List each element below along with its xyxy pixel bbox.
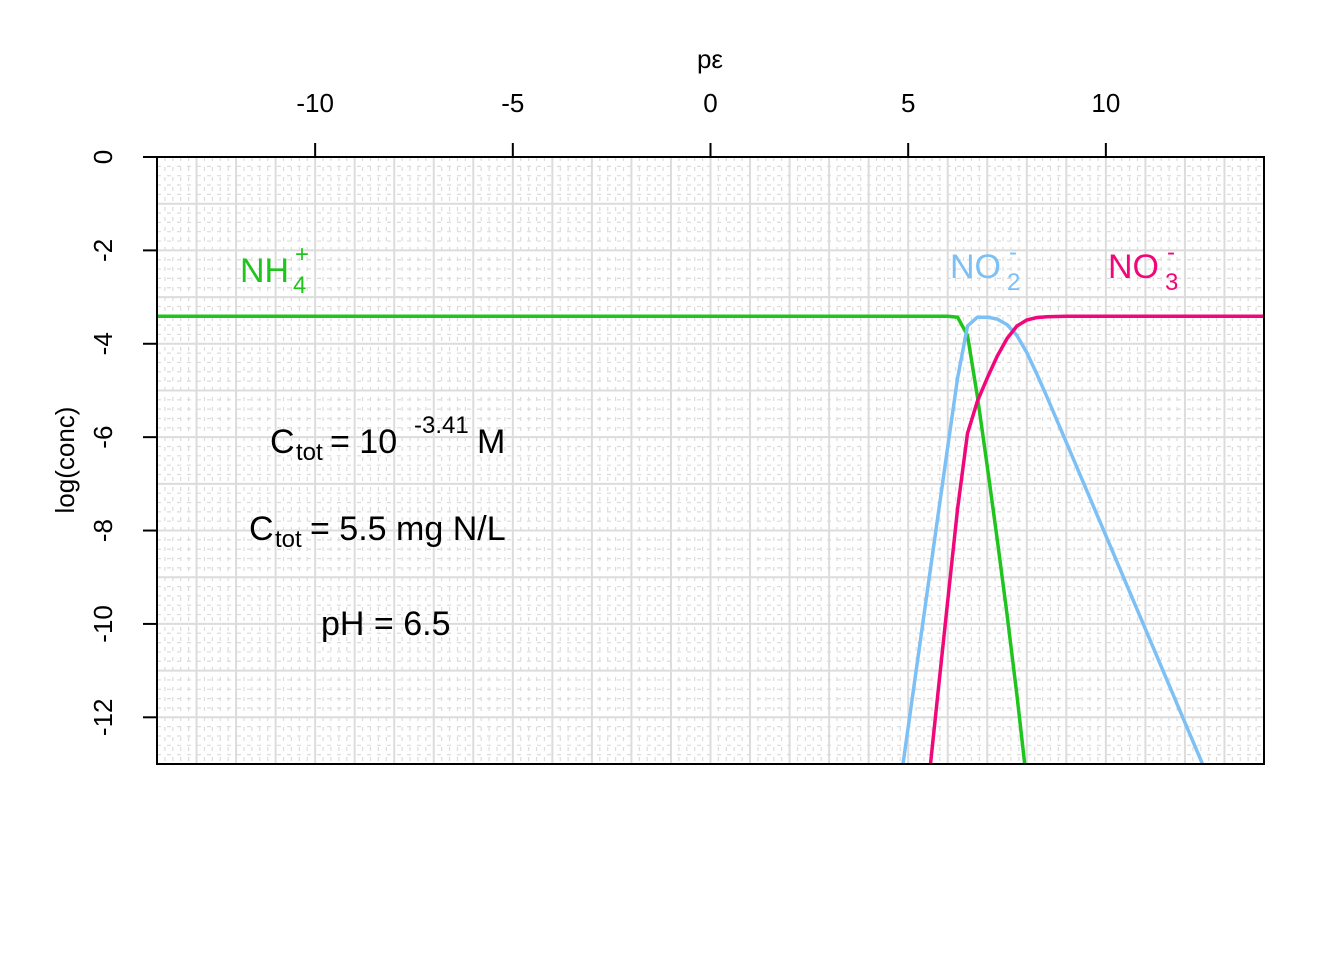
x-tick-label: 10 — [1091, 88, 1120, 118]
x-tick-label: 5 — [901, 88, 915, 118]
annotation-ph: pH = 6.5 — [321, 605, 450, 643]
svg-text:tot: tot — [296, 439, 323, 466]
series-line-no3 — [928, 314, 1264, 764]
series-label-no3: NO 3 - — [1108, 239, 1178, 296]
y-tick-label: -12 — [88, 699, 118, 737]
series-line-no2 — [901, 315, 1205, 764]
svg-text:NH: NH — [240, 252, 289, 290]
y-tick-label: -4 — [88, 332, 118, 355]
svg-text:M: M — [477, 423, 505, 461]
svg-text:= 5.5 mg N/L: = 5.5 mg N/L — [310, 510, 506, 548]
x-tick-label: -5 — [501, 88, 524, 118]
svg-text:NO: NO — [1108, 248, 1159, 286]
y-axis: 0 -2 -4 -6 -8 -10 -12 — [88, 150, 158, 737]
x-axis: -10 -5 0 5 10 — [296, 88, 1120, 158]
y-tick-label: -6 — [88, 426, 118, 449]
series-label-nh4: NH 4 + — [240, 241, 309, 299]
svg-text:-: - — [1167, 239, 1175, 266]
svg-text:C: C — [249, 510, 274, 548]
series-label-no2: NO 2 - — [950, 239, 1020, 296]
svg-text:+: + — [295, 241, 309, 268]
svg-text:2: 2 — [1007, 269, 1020, 296]
svg-text:NO: NO — [950, 248, 1001, 286]
y-tick-label: 0 — [88, 150, 118, 164]
annotation-ctot-molar: C tot = 10 -3.41 M — [270, 412, 505, 466]
svg-text:= 10: = 10 — [330, 423, 397, 461]
x-tick-label: -10 — [296, 88, 334, 118]
y-tick-label: -10 — [88, 605, 118, 643]
svg-text:3: 3 — [1165, 269, 1178, 296]
y-axis-label: log(conc) — [50, 407, 80, 514]
svg-text:C: C — [270, 423, 295, 461]
y-tick-label: -8 — [88, 519, 118, 542]
y-tick-label: -2 — [88, 239, 118, 262]
svg-text:-: - — [1009, 239, 1017, 266]
series-line-nh4 — [157, 314, 1027, 764]
x-tick-label: 0 — [703, 88, 717, 118]
curves — [157, 314, 1264, 764]
annotation-ctot-mass: C tot = 5.5 mg N/L — [249, 510, 506, 553]
svg-text:4: 4 — [293, 272, 306, 299]
svg-text:-3.41: -3.41 — [414, 412, 469, 439]
svg-text:tot: tot — [275, 526, 302, 553]
grid — [156, 156, 1265, 765]
x-axis-label: pε — [697, 44, 723, 74]
